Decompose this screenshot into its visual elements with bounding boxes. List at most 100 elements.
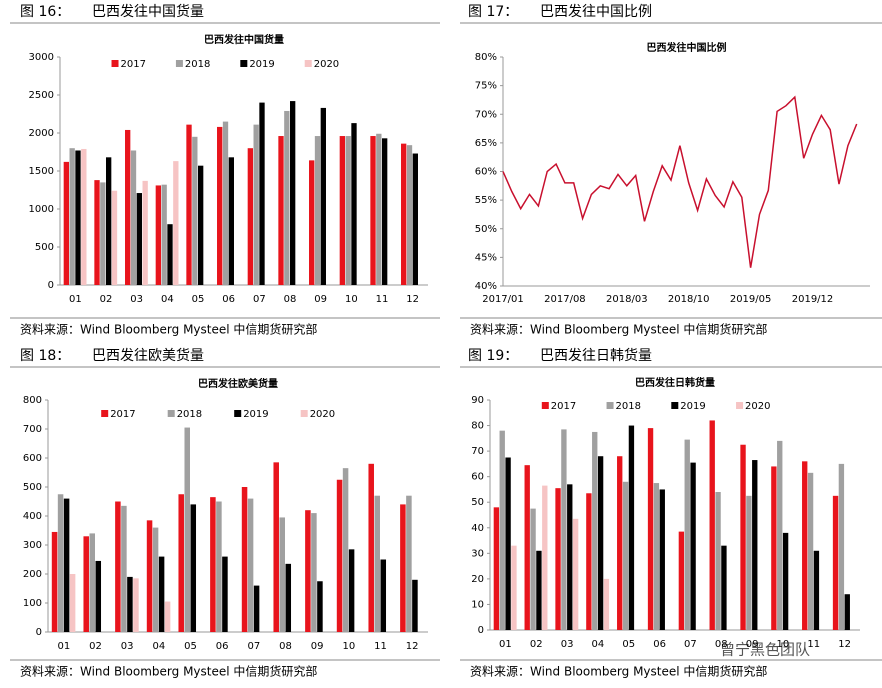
legend-label: 2017 [121,59,146,70]
bar [155,185,162,285]
y-tick-label: 100 [23,598,42,609]
x-tick-label: 2018/10 [668,294,710,305]
y-tick-label: 50% [475,224,497,235]
y-tick-label: 10 [471,599,484,610]
y-tick-label: 2500 [29,90,54,101]
bar [536,550,542,630]
bar [561,429,567,630]
bar [505,457,511,630]
bar [412,579,418,632]
bar [190,504,197,632]
bar [247,148,254,285]
x-tick-label: 2017/01 [482,294,524,305]
bar [339,136,346,285]
y-tick-label: 0 [36,627,42,638]
bar [241,487,248,632]
bar [279,517,285,632]
legend-label: 2017 [551,401,576,412]
x-tick-label: 12 [838,639,851,650]
bar [146,520,153,632]
bar [69,148,75,285]
legend-label: 2020 [314,59,339,70]
bar [136,193,142,285]
bar [81,148,87,285]
x-tick-label: 04 [152,641,165,652]
source: 资料来源：Wind Bloomberg Mysteel 中信期货研究部 [470,322,767,337]
x-tick-label: 2018/03 [606,294,648,305]
x-tick-label: 2017/08 [544,294,586,305]
x-tick-label: 12 [406,294,419,305]
line [502,95,858,268]
legend-swatch [736,402,744,409]
x-tick-label: 10 [777,639,790,650]
bar [401,143,407,285]
y-tick-label: 500 [35,242,54,253]
bar [173,161,179,285]
bar [412,153,418,285]
bar [368,463,374,632]
figure-heading: 巴西发往中国货量 [92,3,204,20]
figure-label: 图 17： [468,4,518,20]
bar [247,498,254,632]
y-tick-label: 45% [475,252,497,263]
figure-label: 图 18： [20,348,70,364]
bar [253,124,259,285]
y-tick-label: 2000 [29,128,54,139]
figure-heading: 巴西发往日韩货量 [540,347,652,364]
x-tick-label: 09 [746,639,759,650]
bar [572,518,579,630]
y-tick-label: 0 [48,280,54,291]
y-tick-label: 1000 [29,204,54,215]
bar [125,129,131,285]
bar [524,465,530,630]
chart-title: 巴西发往中国货量 [204,33,284,46]
legend-swatch [240,60,248,67]
y-tick-label: 500 [23,482,42,493]
x-tick-label: 07 [247,641,260,652]
bar [603,578,610,630]
bar [617,456,623,630]
bar [57,494,64,632]
bar [659,489,665,630]
figure-label: 图 16： [20,4,70,20]
y-tick-label: 60 [471,472,484,483]
x-tick-label: 10 [345,294,358,305]
x-tick-label: 09 [311,641,324,652]
bar [597,456,604,630]
legend-swatch [167,410,175,417]
y-tick-label: 300 [23,540,42,551]
bar [844,594,850,630]
y-tick-label: 80 [471,421,484,432]
bar [111,190,118,285]
bar [586,493,592,630]
y-tick-label: 40 [471,523,484,534]
bar [164,601,171,632]
y-tick-label: 200 [23,569,42,580]
bar [530,508,536,630]
bar [278,136,284,285]
x-tick-label: 2019/05 [730,294,772,305]
y-tick-label: 55% [475,195,497,206]
bar [228,157,234,285]
bar [115,501,121,632]
bar [555,488,561,630]
legend-swatch [111,60,119,67]
y-tick-label: 20 [471,574,484,585]
bar [320,107,326,285]
x-tick-label: 04 [592,639,605,650]
bar [721,545,727,630]
bar [406,495,412,632]
y-tick-label: 800 [23,395,42,406]
bar [715,492,721,630]
bar [285,563,292,632]
bar [777,440,783,630]
x-tick-label: 06 [653,639,666,650]
bar [210,497,216,632]
y-tick-label: 30 [471,548,484,559]
bar [121,505,127,632]
x-tick-label: 03 [121,641,134,652]
bar [499,430,505,630]
chart-title: 巴西发往中国比例 [647,41,727,54]
bar [290,101,296,285]
bar [376,133,382,285]
